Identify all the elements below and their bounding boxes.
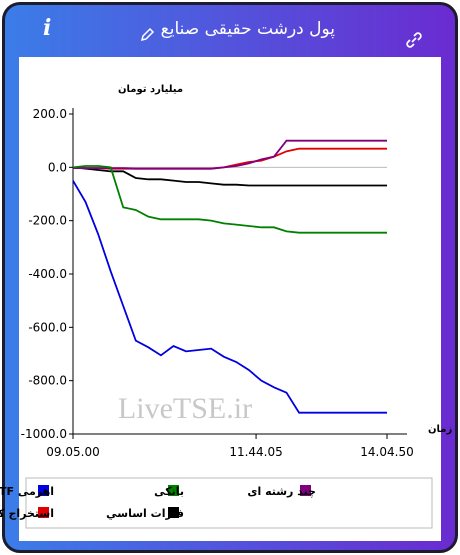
series-line [73,139,387,170]
legend-label: اهرمی ETF [0,485,54,498]
watermark: LiveTSE.ir [118,392,252,425]
y-axis-label: میلیارد تومان [118,84,183,95]
legend-label: فلزات اساسي [106,507,184,520]
series-line [72,165,387,234]
x-tick-label: 11.44.05 [229,445,282,459]
x-axis-label: زمان [428,424,452,435]
y-tick-label: -800.0 [28,374,67,388]
series-line [72,147,387,170]
series-line [72,166,387,187]
legend-box [25,477,433,529]
y-tick-label: -600.0 [28,320,67,334]
series-line [72,180,387,414]
legend-swatch [168,485,179,496]
y-tick-label: -400.0 [28,267,67,281]
x-tick-label: 09.05.00 [46,445,99,459]
info-button[interactable]: i [43,15,52,41]
y-tick-label: 200.0 [33,107,67,121]
legend-swatch [168,507,179,518]
legend-swatch [38,485,49,496]
legend-label: استخراج کانه هاي فلزي [0,507,54,521]
legend-swatch [38,507,49,518]
y-tick-label: -1000.0 [21,427,67,441]
page-title: پول درشت حقیقی صنایع [160,19,335,39]
legend-label: چند رشته ای [247,485,316,498]
edit-icon[interactable] [139,27,155,43]
y-tick-label: 0.0 [48,160,67,174]
chart-panel [19,57,441,541]
x-tick-label: 14.04.50 [360,445,413,459]
legend-swatch [300,485,311,496]
link-icon[interactable] [405,31,423,49]
y-tick-label: -200.0 [28,214,67,228]
legend-label: بانکی [154,485,184,498]
